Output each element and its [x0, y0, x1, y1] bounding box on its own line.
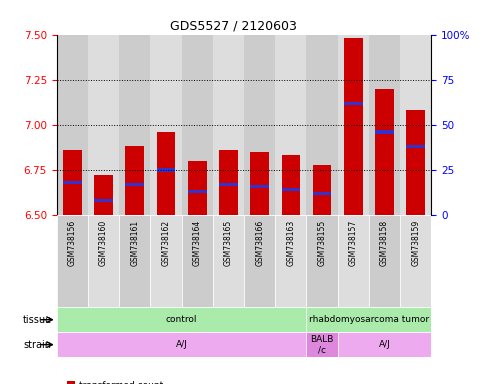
Bar	[244, 35, 275, 215]
Bar	[157, 168, 176, 172]
Bar	[338, 332, 431, 357]
Bar	[338, 35, 369, 215]
Bar	[119, 35, 150, 215]
Bar	[57, 35, 88, 215]
Text: tissue: tissue	[23, 314, 52, 325]
Text: GSM738165: GSM738165	[224, 220, 233, 266]
Bar	[313, 164, 331, 215]
Bar	[57, 332, 307, 357]
Bar	[157, 132, 176, 215]
Bar	[94, 175, 113, 215]
Bar	[88, 215, 119, 307]
Bar	[338, 215, 369, 307]
Bar	[188, 190, 207, 193]
Bar	[57, 215, 88, 307]
Text: transformed count: transformed count	[79, 381, 164, 384]
Bar	[369, 215, 400, 307]
Bar	[375, 131, 394, 134]
Bar	[307, 215, 338, 307]
Text: BALB
/c: BALB /c	[311, 335, 334, 354]
Bar	[125, 146, 144, 215]
Text: A/J: A/J	[176, 340, 187, 349]
Text: GDS5527 / 2120603: GDS5527 / 2120603	[170, 20, 297, 33]
Bar	[344, 38, 363, 215]
Text: GSM738159: GSM738159	[411, 220, 420, 266]
Bar	[250, 152, 269, 215]
Bar	[63, 181, 82, 184]
Bar	[88, 35, 119, 215]
Bar	[181, 35, 213, 215]
Bar	[400, 35, 431, 215]
Bar	[57, 307, 307, 332]
Bar	[94, 199, 113, 202]
Bar	[219, 150, 238, 215]
Bar	[181, 215, 213, 307]
Bar	[213, 35, 244, 215]
Bar	[307, 332, 338, 357]
Bar	[282, 188, 300, 191]
Bar	[307, 35, 338, 215]
Bar	[188, 161, 207, 215]
Bar	[369, 35, 400, 215]
Bar	[63, 150, 82, 215]
Text: GSM738166: GSM738166	[255, 220, 264, 266]
Text: strain: strain	[24, 339, 52, 350]
Bar	[307, 307, 431, 332]
Bar	[313, 192, 331, 195]
Bar	[219, 183, 238, 186]
Bar	[344, 101, 363, 105]
Text: control: control	[166, 315, 197, 324]
Text: GSM738156: GSM738156	[68, 220, 77, 266]
Bar	[375, 89, 394, 215]
Bar	[213, 215, 244, 307]
Text: GSM738164: GSM738164	[193, 220, 202, 266]
Bar	[400, 215, 431, 307]
Text: GSM738158: GSM738158	[380, 220, 389, 266]
Bar	[244, 215, 275, 307]
Text: GSM738161: GSM738161	[130, 220, 139, 266]
Bar	[406, 145, 425, 148]
Text: GSM738162: GSM738162	[162, 220, 171, 266]
Bar	[275, 35, 307, 215]
Text: GSM738160: GSM738160	[99, 220, 108, 266]
Bar	[282, 156, 300, 215]
Bar	[150, 35, 181, 215]
Text: GSM738163: GSM738163	[286, 220, 295, 266]
Text: GSM738155: GSM738155	[317, 220, 326, 266]
Text: GSM738157: GSM738157	[349, 220, 358, 266]
Bar	[275, 215, 307, 307]
Bar	[125, 183, 144, 186]
Bar	[250, 185, 269, 188]
Text: rhabdomyosarcoma tumor: rhabdomyosarcoma tumor	[309, 315, 429, 324]
Bar	[119, 215, 150, 307]
Bar	[150, 215, 181, 307]
Text: A/J: A/J	[379, 340, 390, 349]
Bar	[406, 110, 425, 215]
